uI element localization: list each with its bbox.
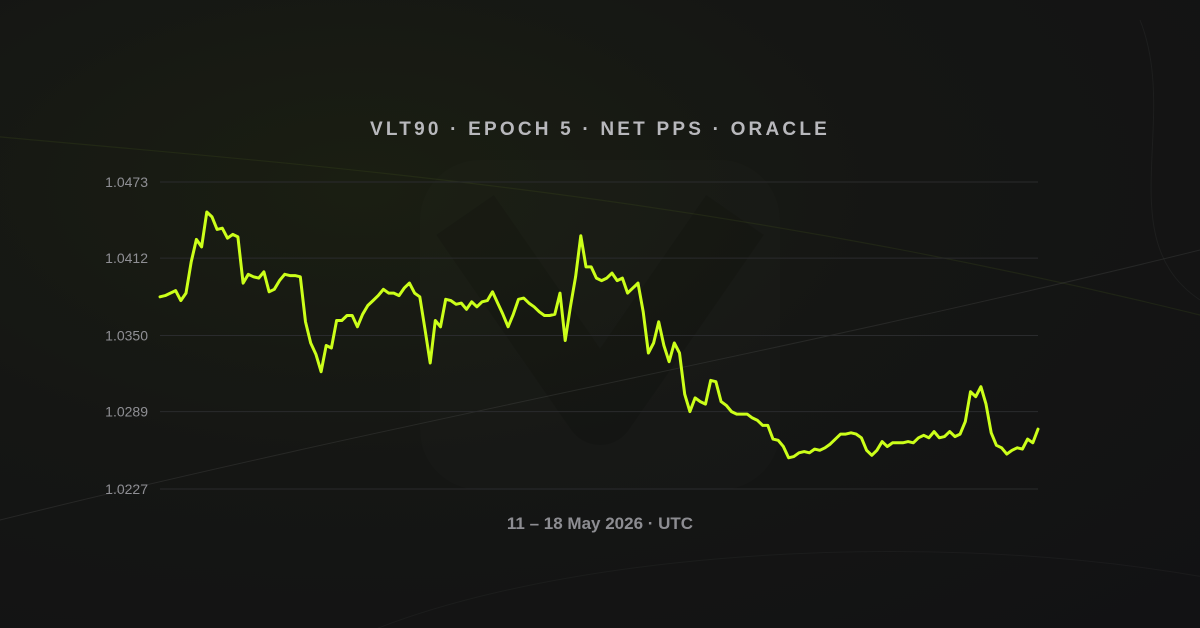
chart-title: VLT90 · EPOCH 5 · NET PPS · ORACLE — [370, 119, 830, 140]
background-curve-2 — [0, 249, 1200, 521]
y-tick-label: 1.0412 — [105, 250, 148, 266]
y-tick-label: 1.0350 — [105, 328, 148, 344]
y-axis-ticks: 1.0473 1.0412 1.0350 1.0289 1.0227 — [105, 174, 148, 497]
background-curve-4 — [377, 550, 1200, 628]
background-curve-3 — [1139, 19, 1200, 301]
y-tick-label: 1.0473 — [105, 174, 148, 190]
date-range-caption: 11 – 18 May 2026 · UTC — [506, 514, 694, 533]
series-line — [158, 210, 1040, 460]
y-tick-label: 1.0227 — [105, 481, 148, 497]
background-curve-1 — [0, 136, 1200, 316]
y-tick-label: 1.0289 — [105, 404, 148, 420]
grid-lines — [160, 181, 1038, 490]
background-watermark-mark — [436, 195, 764, 445]
